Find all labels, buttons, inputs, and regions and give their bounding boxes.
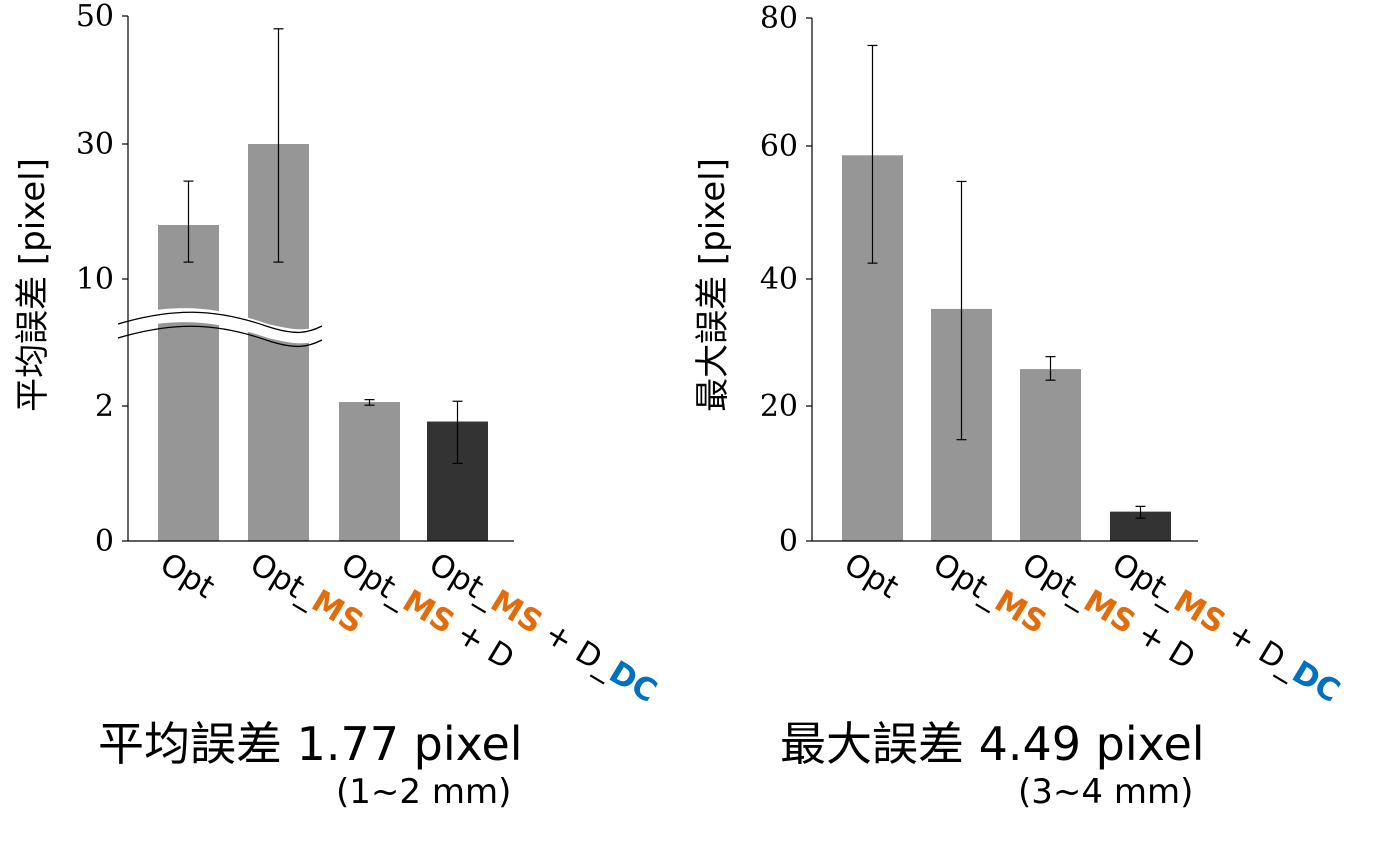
y-tick-label: 20 [760,389,798,424]
category-label-part: + D_ [1213,610,1305,685]
y-axis-label: 最大誤差 [pixel] [693,158,733,412]
mean-error-note: (1~2 mm) [336,772,512,812]
mean-error-summary: 平均誤差 1.77 pixel [98,717,523,771]
category-label-part: + D_ [530,610,622,685]
category-label: Opt [154,546,221,606]
category-label: Opt [838,546,905,606]
y-tick-label: 50 [76,0,114,34]
y-tick-label: 60 [760,129,798,164]
y-tick-label: 2 [95,389,114,424]
y-tick-label: 30 [76,127,114,162]
y-axis-label: 平均誤差 [pixel] [13,158,53,412]
max-error-note: (3~4 mm) [1018,772,1194,812]
y-tick-label: 40 [760,262,798,297]
max-error-summary: 最大誤差 4.49 pixel [780,717,1205,771]
bar [339,402,400,541]
bar [158,225,219,541]
category-label-part: Opt [838,546,905,606]
y-tick-label: 10 [76,262,114,297]
y-tick-label: 0 [95,524,114,559]
bar [1020,369,1081,541]
y-tick-label: 0 [779,524,798,559]
category-label-part: Opt [154,546,221,606]
axis-break-gap [116,308,326,344]
axis-break-line [117,325,323,348]
y-tick-label: 80 [760,1,798,36]
axis-break-line [117,311,323,334]
